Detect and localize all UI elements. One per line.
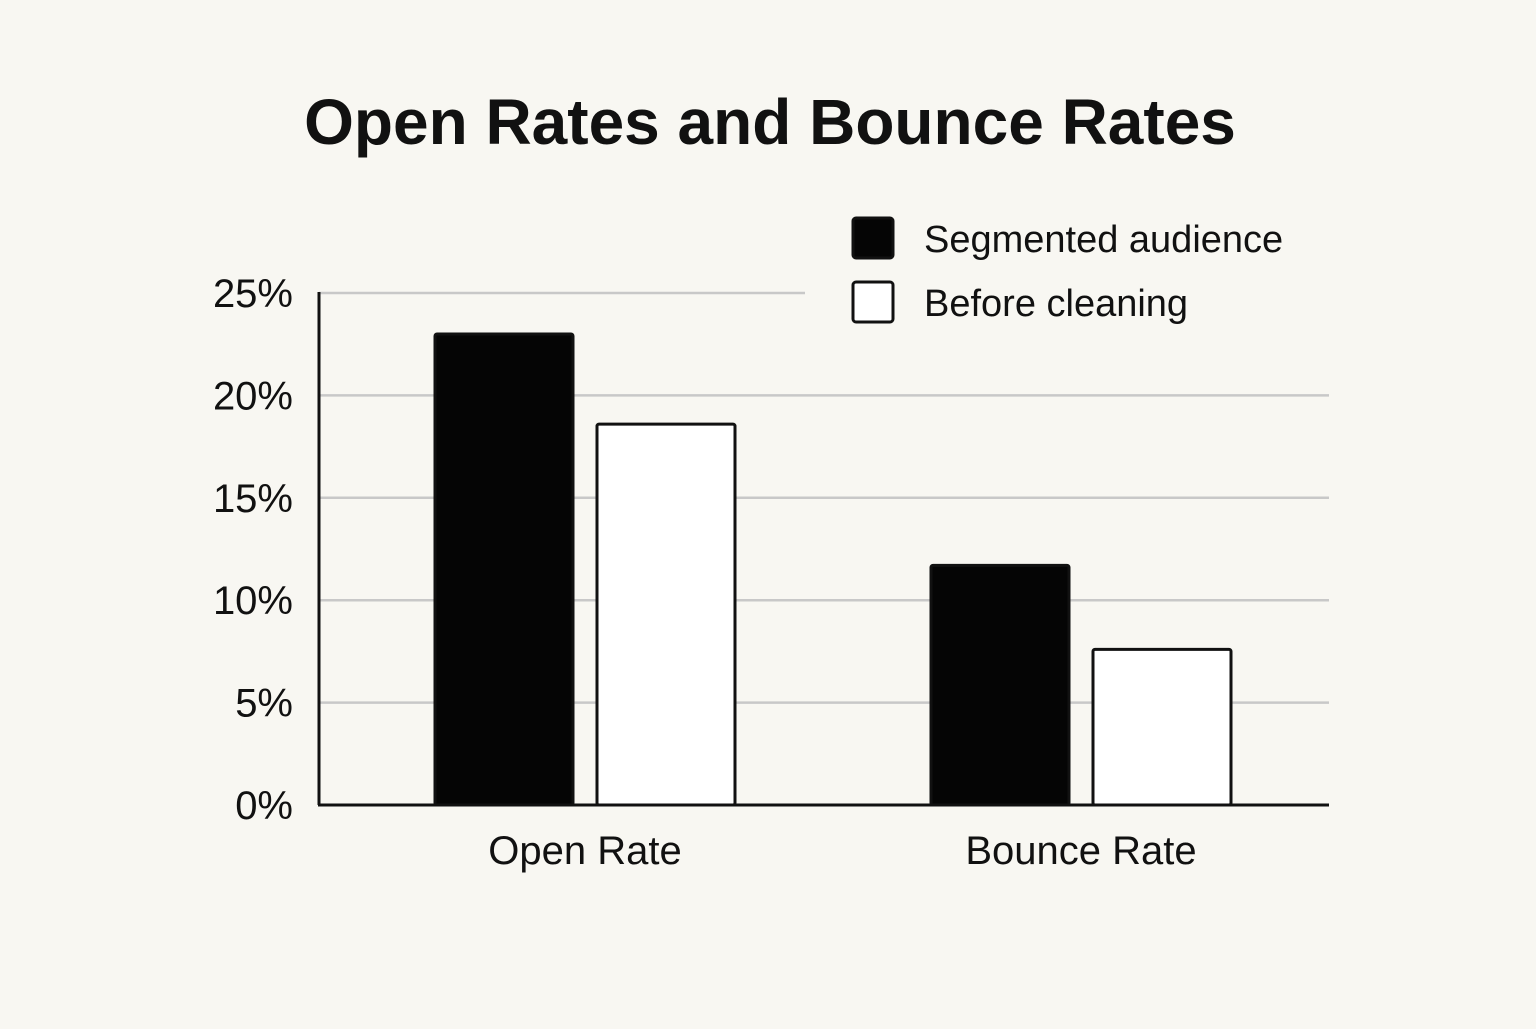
chart-title: Open Rates and Bounce Rates [304, 86, 1236, 158]
x-category-label: Open Rate [488, 829, 681, 873]
y-tick-label: 5% [235, 682, 293, 726]
x-category-label: Bounce Rate [965, 829, 1196, 873]
bar-open-rate-segmented-audience [433, 332, 575, 807]
legend-swatch [851, 216, 895, 260]
y-tick-label: 0% [235, 784, 293, 828]
legend: Segmented audience Before cleaning [851, 216, 1283, 325]
legend-label: Segmented audience [924, 219, 1283, 261]
bar-bounce-rate-before-cleaning [1091, 647, 1233, 807]
y-tick-label: 20% [213, 374, 293, 418]
y-axis-ticks: 0% 5% 10% 15% 20% 25% [213, 272, 293, 828]
legend-swatch [851, 280, 895, 324]
y-tick-label: 15% [213, 477, 293, 521]
bar-open-rate-before-cleaning [595, 422, 737, 807]
y-tick-label: 25% [213, 272, 293, 316]
legend-label: Before cleaning [924, 283, 1188, 325]
bar-bounce-rate-segmented-audience [929, 563, 1071, 807]
x-axis-categories: Open Rate Bounce Rate [488, 829, 1196, 873]
bars [433, 332, 1233, 807]
y-tick-label: 10% [213, 579, 293, 623]
